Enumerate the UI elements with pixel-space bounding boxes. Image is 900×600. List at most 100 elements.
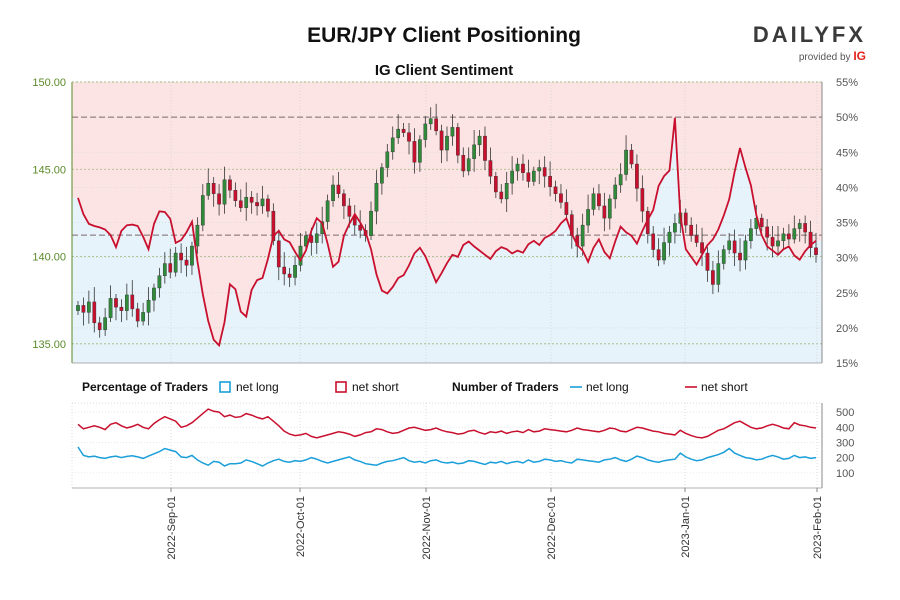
price-candle (808, 231, 813, 249)
price-candle (559, 193, 563, 203)
price-candle (629, 149, 634, 165)
price-candle (114, 298, 118, 308)
price-candle (162, 263, 167, 276)
price-candle (287, 273, 292, 278)
price-candle (607, 198, 612, 219)
price-candle (586, 209, 590, 226)
price-candle (597, 193, 601, 207)
price-candle (325, 200, 330, 222)
price-candle (526, 172, 531, 182)
price-candle (499, 191, 504, 200)
price-candle (336, 184, 341, 194)
price-candle (423, 123, 428, 140)
price-candle (472, 144, 476, 159)
price-candle (244, 196, 249, 208)
count-tick-label: 500 (836, 407, 854, 419)
price-candle (374, 183, 379, 212)
chart-axes: 135.00 140.00 145.00 150.00 15% 20% 25% 30% 35% 4… (32, 77, 858, 560)
price-candle (602, 205, 607, 219)
price-candle (776, 240, 780, 247)
legend-pct-long-label: net long (236, 380, 279, 394)
price-candle (195, 224, 200, 247)
price-candle (380, 167, 384, 184)
price-candle (542, 167, 547, 177)
ig-logo: IG (853, 49, 866, 63)
price-candle (618, 174, 623, 186)
chart-title: EUR/JPY Client Positioning (307, 24, 581, 47)
price-candle (466, 158, 471, 172)
price-candle (694, 235, 699, 243)
price-candle (135, 308, 140, 322)
price-candle (293, 265, 297, 278)
price-candle (537, 167, 542, 172)
price-candle (673, 223, 677, 233)
price-candle (770, 237, 775, 247)
price-candle (418, 139, 422, 163)
net-short-area (72, 82, 822, 346)
price-candle (228, 179, 232, 191)
price-candle (434, 118, 438, 132)
legend-num-short-label: net short (701, 380, 748, 394)
price-candle (792, 228, 797, 240)
price-candle (759, 217, 764, 228)
price-candle (580, 224, 585, 247)
price-candle (119, 306, 124, 311)
price-candle (477, 135, 482, 146)
price-candle (401, 128, 406, 133)
price-candle (705, 252, 710, 271)
price-candle (211, 183, 216, 194)
price-candle (428, 118, 433, 125)
price-candle (390, 137, 395, 153)
price-candle (217, 193, 221, 205)
price-candle (711, 270, 715, 285)
percent-tick-label: 20% (836, 323, 858, 335)
date-tick-label: 2023-Jan-01 (680, 496, 692, 558)
price-candle (87, 301, 91, 313)
price-candle (510, 170, 514, 184)
price-candle (553, 186, 558, 194)
price-candle (233, 190, 238, 201)
date-tick-label: 2022-Dec-01 (546, 496, 558, 560)
price-candle (781, 233, 786, 242)
price-candle (282, 266, 287, 275)
price-candle (173, 252, 178, 273)
price-candle (445, 135, 449, 151)
price-candle (206, 183, 211, 196)
price-candle (81, 305, 86, 313)
price-candle (271, 210, 276, 242)
sentiment-line (77, 117, 817, 348)
logo-provided-by: provided by IG (753, 49, 866, 63)
price-candle (342, 193, 346, 207)
price-candle (92, 301, 97, 324)
price-candle (727, 240, 732, 250)
price-candle (613, 184, 618, 200)
price-candle (152, 287, 156, 301)
price-candle (651, 233, 656, 250)
price-tick-label: 145.00 (32, 164, 66, 176)
price-tick-label: 150.00 (32, 77, 66, 89)
percent-tick-label: 45% (836, 147, 858, 159)
price-candle (450, 127, 455, 137)
chart-subtitle: IG Client Sentiment (374, 62, 514, 79)
price-candle (624, 149, 628, 175)
price-candle (76, 305, 80, 311)
net-long-count-line (77, 446, 817, 467)
price-candle (97, 322, 102, 331)
legend-number-label: Number of Traders (452, 380, 559, 394)
date-tick-label: 2023-Feb-01 (812, 496, 824, 559)
price-candle (515, 163, 520, 172)
price-candle (738, 252, 742, 261)
price-candles (76, 103, 818, 338)
price-candle (732, 240, 737, 254)
price-candle (249, 196, 254, 203)
price-candle (548, 176, 552, 187)
price-candle (385, 151, 390, 168)
price-candle (683, 212, 688, 226)
count-tick-label: 300 (836, 437, 854, 449)
price-candle (765, 226, 770, 238)
price-candle (743, 240, 748, 261)
price-candle (656, 249, 661, 261)
percent-tick-label: 55% (836, 77, 858, 89)
logo-brand-a: DAILY (752, 22, 832, 47)
